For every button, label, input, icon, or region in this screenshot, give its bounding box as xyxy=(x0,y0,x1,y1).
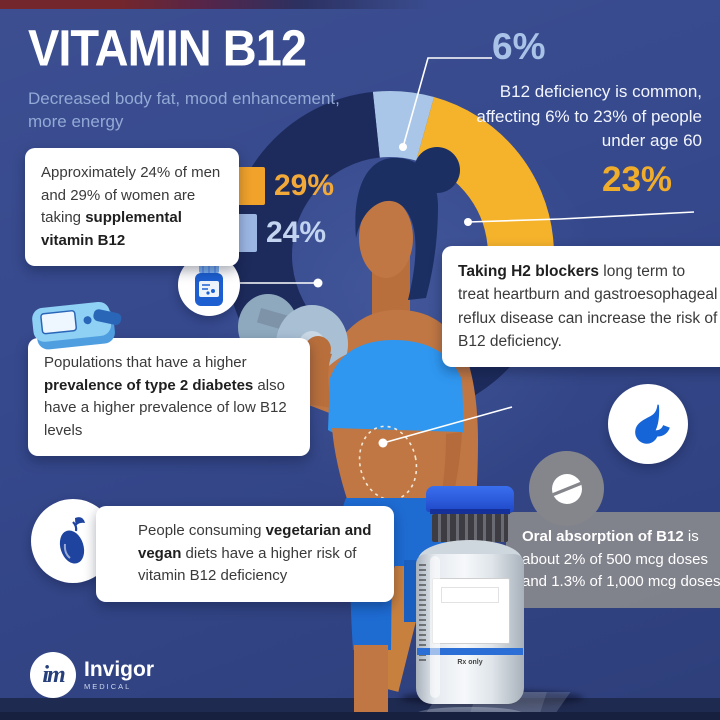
bottle-cap-rim xyxy=(430,509,510,514)
logo-tagline: MEDICAL xyxy=(84,682,132,691)
bar-label-men: 24% xyxy=(266,216,327,249)
medicine-vial: Rx only xyxy=(372,432,612,720)
dot-supplement xyxy=(313,278,323,288)
bottle-cap xyxy=(426,486,514,512)
bottle-label-box xyxy=(441,587,499,603)
h2-blockers-card: Taking H2 blockers long term to treat he… xyxy=(442,246,720,367)
waist-shade xyxy=(440,432,462,502)
page-subtitle: Decreased body fat, mood enhancement, mo… xyxy=(28,89,340,131)
logo-monogram: im xyxy=(42,661,65,688)
tablet-icon xyxy=(545,467,589,511)
supplement-card: Approximately 24% of men and 29% of wome… xyxy=(25,148,239,266)
dot-23pct xyxy=(464,218,472,226)
line-6pct xyxy=(402,57,492,148)
brand-logo: im Invigor MEDICAL xyxy=(30,652,154,698)
bottle-barcode xyxy=(419,564,426,664)
hair xyxy=(355,157,438,300)
vitamin-jar-icon xyxy=(191,262,227,308)
fist xyxy=(305,336,331,362)
bottle-metal-band xyxy=(432,514,508,542)
invigor-monogram-icon: im xyxy=(30,652,76,698)
deficiency-description: B12 deficiency is common, affecting 6% t… xyxy=(476,82,702,151)
face xyxy=(359,198,413,278)
oral-absorption-card: Oral absorption of B12 is about 2% of 50… xyxy=(506,512,720,608)
stat-23pct: 23% xyxy=(602,160,673,199)
vegetarian-card: People consuming vegetarian and vegan di… xyxy=(96,506,394,602)
diabetes-card: Populations that have a higher prevalenc… xyxy=(28,338,310,456)
bottom-dark-band xyxy=(0,712,720,720)
dot-6pct xyxy=(399,143,407,151)
stat-6pct: 6% xyxy=(492,26,546,67)
line-stomach xyxy=(382,406,513,444)
bar-label-women: 29% xyxy=(274,169,335,202)
bottle-shine xyxy=(430,556,440,698)
bottle-rx-text: Rx only xyxy=(457,659,483,666)
dot-stomach xyxy=(378,438,388,448)
line-23pct xyxy=(467,211,695,223)
waist xyxy=(332,428,462,502)
bottle-blue-stripe xyxy=(417,648,523,655)
page-title: VITAMIN B12 xyxy=(28,19,307,77)
stomach-icon xyxy=(625,401,671,447)
supplement-bubble xyxy=(178,254,240,316)
glucose-meter-icon xyxy=(27,293,132,357)
bottle-label xyxy=(432,578,510,644)
logo-name: Invigor xyxy=(84,658,155,681)
eggplant-icon xyxy=(51,514,95,568)
sports-top xyxy=(328,340,464,443)
leg-left-calf xyxy=(354,645,388,713)
stomach-bubble xyxy=(608,384,688,464)
decorative-top-stripe xyxy=(0,0,430,9)
